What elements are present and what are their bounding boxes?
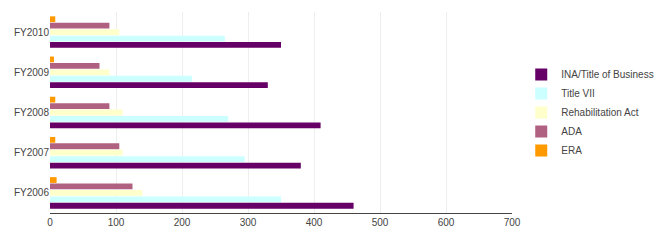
svg-text:100: 100: [108, 217, 125, 228]
svg-text:FY2006: FY2006: [14, 187, 49, 198]
svg-text:Title VII: Title VII: [561, 88, 595, 99]
svg-text:FY2007: FY2007: [14, 147, 49, 158]
svg-text:400: 400: [306, 217, 323, 228]
svg-text:ADA: ADA: [561, 126, 582, 137]
svg-text:0: 0: [47, 217, 53, 228]
svg-text:600: 600: [438, 217, 455, 228]
svg-text:500: 500: [372, 217, 389, 228]
svg-text:300: 300: [240, 217, 257, 228]
svg-text:ERA: ERA: [561, 145, 582, 156]
svg-text:FY2008: FY2008: [14, 107, 49, 118]
svg-text:INA/Title of Business: INA/Title of Business: [561, 69, 653, 80]
svg-text:FY2010: FY2010: [14, 27, 49, 38]
svg-text:Rehabilitation Act: Rehabilitation Act: [561, 107, 638, 118]
svg-text:700: 700: [504, 217, 521, 228]
svg-text:FY2009: FY2009: [14, 67, 49, 78]
svg-text:200: 200: [174, 217, 191, 228]
